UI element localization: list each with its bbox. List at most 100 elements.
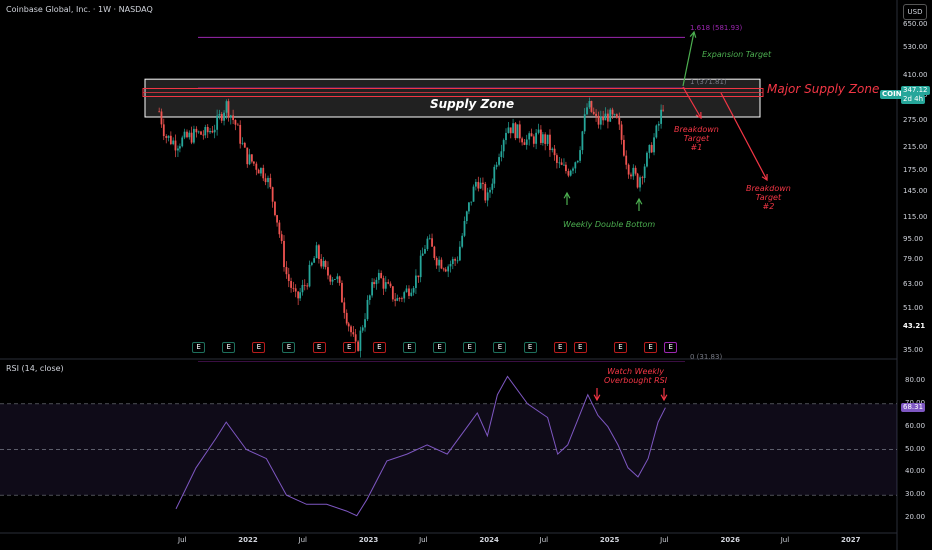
time-tick-label: Jul [780, 536, 790, 544]
breakdown-2-arrow [720, 92, 768, 181]
candle-body [493, 166, 496, 184]
candle-body [269, 177, 272, 188]
candle-body [167, 135, 170, 138]
earnings-marker[interactable]: E [553, 342, 567, 353]
candle-body [181, 137, 184, 147]
candle-body [389, 283, 392, 287]
candle-body [160, 111, 163, 125]
price-tick-label: 275.00 [903, 115, 928, 124]
candle-body [421, 253, 424, 256]
weekly-double-bottom-label: Weekly Double Bottom [563, 220, 656, 229]
candle-body [290, 281, 292, 288]
candle-body [657, 123, 660, 126]
earnings-marker[interactable]: E [573, 342, 587, 353]
candle-body [514, 123, 517, 139]
earnings-marker[interactable]: E [493, 342, 507, 353]
candle-body [461, 235, 464, 247]
candle-body [352, 332, 355, 335]
candle-body [375, 279, 378, 285]
candle-body [516, 124, 519, 139]
fib-1-label: 1 (371.81) [690, 78, 727, 87]
candle-body [544, 134, 547, 144]
candle-body [236, 124, 239, 126]
candle-body [223, 112, 225, 121]
price-tick-label: 530.00 [903, 42, 928, 51]
candle-body [468, 202, 470, 212]
candle-body [401, 298, 403, 300]
candle-body [229, 115, 232, 118]
candle-body [324, 260, 327, 268]
earnings-marker[interactable]: E [282, 342, 296, 353]
candle-body [444, 269, 447, 272]
candle-body [213, 129, 216, 133]
candle-body [428, 238, 431, 240]
earnings-marker[interactable]: E [312, 342, 326, 353]
time-tick-label: 2023 [358, 536, 379, 544]
candle-body [262, 167, 265, 179]
earnings-marker[interactable]: E [403, 342, 416, 353]
candle-body [495, 164, 498, 167]
candle-body [329, 275, 332, 282]
candle-body [410, 292, 413, 296]
candle-body [359, 330, 362, 351]
earnings-marker[interactable]: E [644, 342, 658, 353]
expansion-arrow-head [689, 30, 697, 38]
current-rsi-badge: 68.31 [901, 402, 926, 412]
candle-body [660, 109, 663, 124]
price-tick-label: 175.00 [903, 166, 928, 175]
symbol-title: Coinbase Global, Inc. · 1W · NASDAQ [6, 5, 153, 14]
candle-body [609, 109, 612, 122]
candle-body [299, 292, 302, 299]
candle-body [354, 334, 357, 342]
candle-body [204, 126, 207, 136]
earnings-marker[interactable]: E [433, 342, 447, 353]
earnings-marker[interactable]: E [252, 342, 266, 353]
rsi-tick-label: 20.00 [905, 513, 926, 521]
candle-body [232, 115, 235, 121]
candle-countdown-badge: 2d 4h [901, 94, 926, 104]
supply-zone-box [144, 78, 761, 118]
earnings-marker[interactable]: E [664, 342, 678, 353]
time-tick-label: Jul [298, 536, 307, 544]
candle-body [368, 295, 371, 300]
rsi-title: RSI (14, close) [6, 364, 64, 373]
breakdown-target-2-label: Breakdown Target #2 [746, 184, 791, 211]
candle-body [521, 138, 524, 143]
candle-body [398, 298, 401, 299]
earnings-marker[interactable]: E [222, 342, 236, 353]
watch-rsi-label: Watch Weekly Overbought RSI [604, 367, 668, 385]
time-tick-label: 2026 [720, 536, 740, 544]
candle-body [630, 174, 632, 177]
candle-body [489, 189, 491, 193]
candle-body [177, 148, 179, 151]
candle-body [505, 132, 507, 141]
candle-body [560, 162, 563, 165]
price-tick-label: 115.00 [903, 213, 928, 222]
candle-body [549, 134, 551, 151]
candle-body [433, 246, 436, 258]
candle-body [597, 115, 600, 125]
candle-body [602, 116, 605, 121]
rsi-tick-label: 30.00 [905, 490, 926, 499]
earnings-marker[interactable]: E [342, 342, 356, 353]
candle-body [650, 144, 653, 153]
earnings-marker[interactable]: E [523, 342, 537, 353]
earnings-marker[interactable]: E [372, 342, 386, 353]
earnings-marker[interactable]: E [613, 342, 627, 353]
candle-body [451, 259, 454, 264]
candle-body [662, 109, 664, 111]
rsi-line [175, 375, 666, 517]
candle-body [456, 260, 459, 262]
candle-body [274, 201, 276, 216]
candle-body [512, 123, 514, 134]
earnings-marker[interactable]: E [463, 342, 477, 353]
candle-body [438, 259, 441, 266]
candle-body [292, 287, 295, 289]
candle-body [586, 107, 588, 115]
currency-button[interactable]: USD [903, 4, 927, 20]
earnings-marker[interactable]: E [192, 342, 206, 353]
candle-body [331, 279, 334, 282]
candle-body [380, 272, 383, 279]
time-tick-label: 2024 [479, 536, 499, 544]
